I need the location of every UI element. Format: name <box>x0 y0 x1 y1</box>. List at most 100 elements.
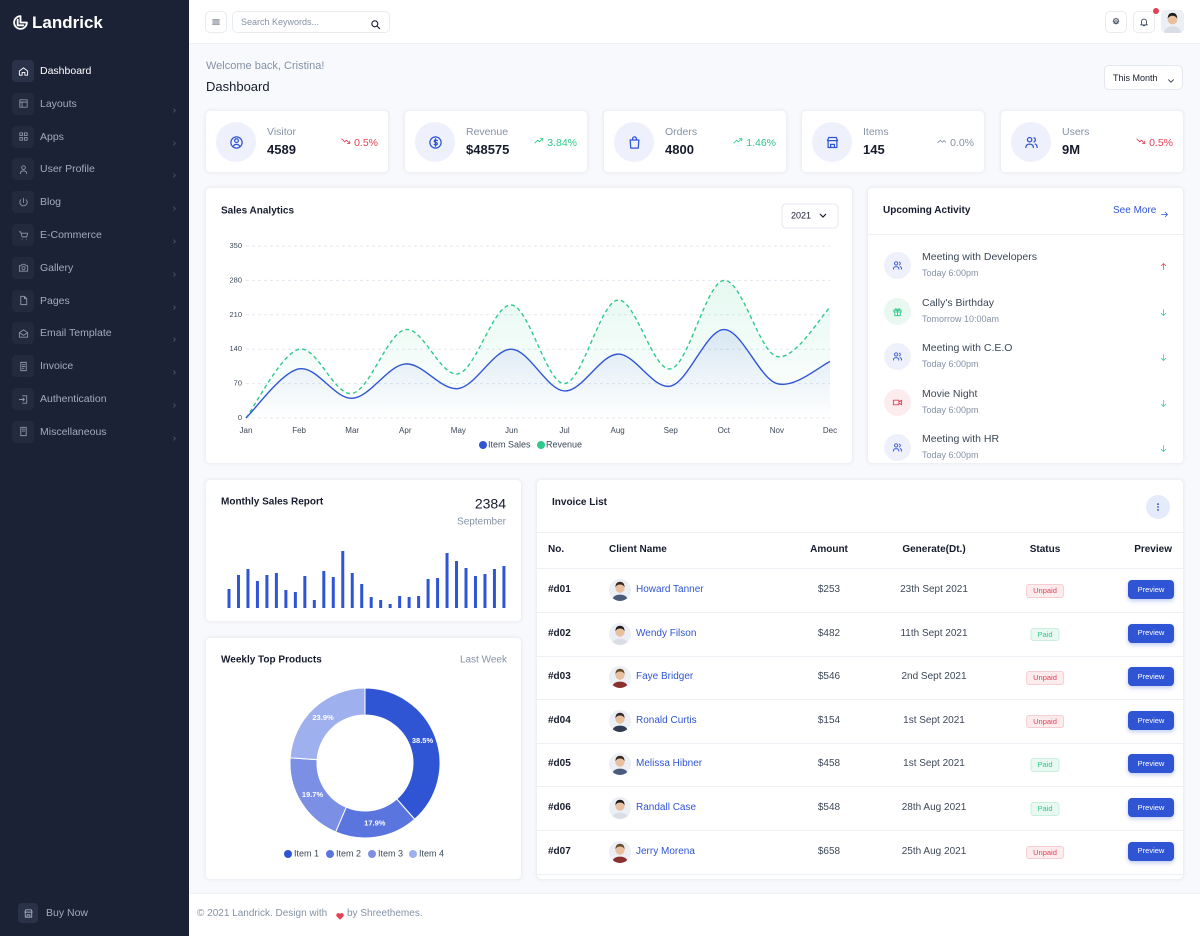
preview-button[interactable]: Preview <box>1128 710 1174 730</box>
bar <box>455 561 459 608</box>
icon-part <box>534 138 544 144</box>
menu-chevron <box>171 298 178 316</box>
menu-item[interactable]: Miscellaneous <box>12 420 182 443</box>
icon-part <box>18 99 28 108</box>
client-name[interactable]: Howard Tanner <box>636 584 704 595</box>
activity-icon <box>884 388 911 416</box>
client-name[interactable]: Faye Bridger <box>636 671 694 683</box>
invoice-date: 11th Sept 2021 <box>900 627 968 639</box>
icon-part <box>18 329 28 338</box>
settings-button[interactable] <box>1105 11 1127 33</box>
activity-item[interactable]: Meeting with C.E.O Today 6:00pm <box>868 343 1183 379</box>
activity-time: Today 6:00pm <box>922 268 979 278</box>
user-avatar[interactable] <box>1161 10 1184 33</box>
column-header: Client Name <box>609 544 667 555</box>
client-name[interactable]: Randall Case <box>636 802 697 813</box>
client-name[interactable]: Melissa Hibner <box>636 758 703 770</box>
preview-button[interactable]: Preview <box>1128 841 1174 861</box>
preview-button[interactable]: Preview <box>1128 623 1174 643</box>
client-avatar <box>609 709 631 732</box>
activity-time: Today 6:00pm <box>922 359 979 369</box>
icon-part <box>893 307 902 316</box>
activity-item[interactable]: Movie Night Today 6:00pm <box>868 388 1183 425</box>
activity-item[interactable]: Meeting with Developers Today 6:00pm <box>868 252 1183 288</box>
menu-item[interactable]: Apps <box>12 125 182 148</box>
change-value: 1.46% <box>746 136 776 149</box>
brand[interactable]: Landrick <box>32 13 103 32</box>
menu-item[interactable]: Pages <box>12 289 182 312</box>
menu-item[interactable]: Authentication <box>12 388 182 410</box>
icon-part <box>1140 18 1148 27</box>
menu-chevron <box>171 166 178 184</box>
activity-item[interactable]: Cally's Birthday Tomorrow 10:00am <box>868 297 1183 334</box>
icon-part <box>428 135 442 149</box>
client-name[interactable]: Wendy Filson <box>636 627 697 639</box>
sidebar: Landrick Dashboard Layouts Apps User Profil… <box>0 0 189 936</box>
divider <box>537 655 1183 657</box>
notifications-button[interactable] <box>1133 11 1155 33</box>
icon-part <box>1167 14 1178 25</box>
period-select[interactable]: This Month <box>1104 65 1183 90</box>
menu-icon <box>12 60 34 82</box>
search-icon <box>370 17 381 35</box>
icon-part <box>615 627 625 637</box>
x-tick-label: Nov <box>770 426 784 435</box>
icon-part <box>1024 136 1038 148</box>
chart-title: Weekly Top Products <box>221 655 322 666</box>
menu-item[interactable]: Email Template <box>12 322 182 345</box>
client-name[interactable]: Jerry Morena <box>636 845 695 857</box>
menu-item[interactable]: Blog <box>12 191 182 214</box>
more-button[interactable] <box>1146 495 1170 519</box>
year-select[interactable] <box>781 203 839 229</box>
icon-part <box>892 261 903 270</box>
search-box[interactable]: Search Keywords... <box>232 11 390 33</box>
invoice-date: 25th Aug 2021 <box>901 845 967 857</box>
icon-part <box>212 19 220 25</box>
stat-change: 3.84% <box>534 136 577 149</box>
icon-part <box>629 135 639 149</box>
x-tick-label: Dec <box>823 426 837 435</box>
activity-title: Upcoming Activity <box>883 205 971 216</box>
column-header: Generate(Dt.) <box>902 544 966 555</box>
icon-part <box>892 352 903 361</box>
menu-button[interactable] <box>205 11 227 33</box>
status-badge: Unpaid <box>1026 714 1064 729</box>
sales-analytics-chart: Sales Analytics 2021 0 70 140 210 280 350 Jan F… <box>221 203 839 449</box>
invoice-amount: $154 <box>817 714 841 726</box>
icon-part <box>13 15 28 30</box>
stat-label: Orders <box>665 126 698 138</box>
icon-part <box>1167 12 1178 19</box>
invoice-amount: $546 <box>817 671 841 683</box>
legend-label: Item 1 <box>294 848 319 858</box>
menu-item[interactable]: Layouts <box>12 92 182 115</box>
bar <box>312 600 316 608</box>
menu-item[interactable]: Dashboard <box>12 60 182 82</box>
icon-part <box>1157 503 1159 511</box>
client-name[interactable]: Ronald Curtis <box>636 714 697 726</box>
chevron <box>819 213 827 218</box>
y-tick-label: 70 <box>234 379 242 388</box>
menu-item[interactable]: Gallery <box>12 256 182 279</box>
icon-part <box>13 15 28 30</box>
menu-chevron <box>171 429 178 447</box>
menu-item[interactable]: E-Commerce <box>12 224 182 246</box>
activity-item[interactable]: Meeting with HR Today 6:00pm <box>868 434 1183 463</box>
legend-label: Item 2 <box>336 848 361 858</box>
see-more-link[interactable]: See More <box>1113 205 1157 216</box>
preview-button[interactable]: Preview <box>1128 754 1174 774</box>
menu-item[interactable]: Invoice <box>12 355 182 378</box>
menu-item[interactable]: User Profile <box>12 158 182 181</box>
icon-part <box>1163 26 1182 33</box>
bar <box>255 581 259 608</box>
bar <box>246 569 250 608</box>
bar <box>360 584 364 608</box>
preview-button[interactable]: Preview <box>1128 798 1174 817</box>
icon-part <box>611 638 629 645</box>
icon-part <box>428 135 442 149</box>
buy-now[interactable]: Buy Now <box>18 903 138 923</box>
series-line <box>245 328 831 419</box>
invoice-amount: $482 <box>817 627 841 639</box>
preview-button[interactable]: Preview <box>1128 667 1174 687</box>
preview-button[interactable]: Preview <box>1128 580 1174 599</box>
activity-time: Today 6:00pm <box>922 404 979 415</box>
